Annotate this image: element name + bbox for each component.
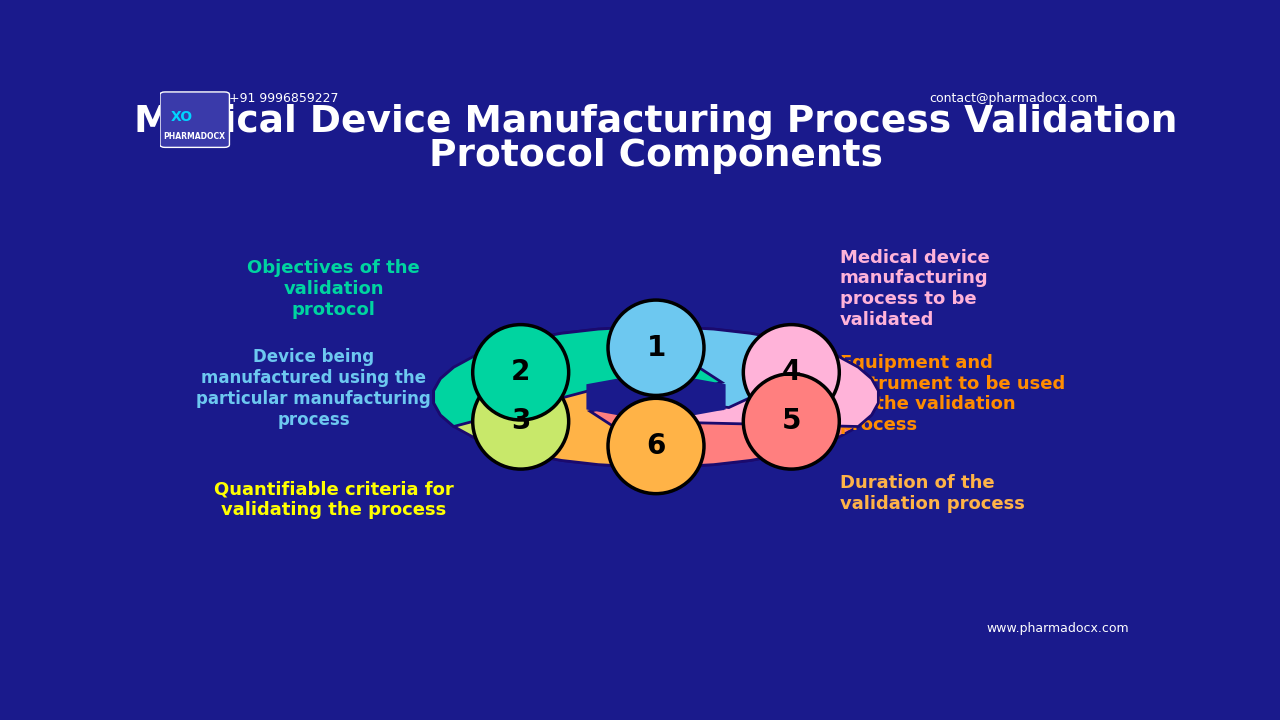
- Polygon shape: [586, 372, 726, 422]
- Text: Medical Device Manufacturing Process Validation: Medical Device Manufacturing Process Val…: [134, 104, 1178, 140]
- FancyBboxPatch shape: [160, 92, 229, 148]
- Text: Protocol Components: Protocol Components: [429, 138, 883, 174]
- Text: XO: XO: [170, 110, 193, 124]
- Text: 1: 1: [646, 334, 666, 361]
- Text: Objectives of the
validation
protocol: Objectives of the validation protocol: [247, 259, 420, 318]
- Ellipse shape: [472, 374, 568, 469]
- Text: +91 9996859227: +91 9996859227: [229, 92, 339, 105]
- Polygon shape: [657, 327, 878, 426]
- Polygon shape: [434, 327, 722, 426]
- Text: www.pharmadocx.com: www.pharmadocx.com: [987, 622, 1129, 635]
- Text: Equipment and
instrument to be used
for the validation
process: Equipment and instrument to be used for …: [840, 354, 1065, 434]
- Text: 4: 4: [782, 359, 801, 387]
- Ellipse shape: [744, 325, 840, 420]
- Ellipse shape: [608, 398, 704, 494]
- Text: Duration of the
validation process: Duration of the validation process: [840, 474, 1024, 513]
- Text: Quantifiable criteria for
validating the process: Quantifiable criteria for validating the…: [214, 480, 453, 519]
- Ellipse shape: [472, 325, 568, 420]
- Ellipse shape: [744, 374, 840, 469]
- Polygon shape: [590, 367, 878, 467]
- Text: PHARMADOCX: PHARMADOCX: [164, 132, 225, 141]
- Text: contact@pharmadocx.com: contact@pharmadocx.com: [929, 92, 1097, 105]
- Polygon shape: [474, 386, 838, 467]
- Text: Device being
manufactured using the
particular manufacturing
process: Device being manufactured using the part…: [196, 348, 431, 428]
- Polygon shape: [434, 367, 657, 467]
- Text: Medical device
manufacturing
process to be
validated: Medical device manufacturing process to …: [840, 248, 989, 329]
- Text: 2: 2: [511, 359, 530, 387]
- Text: 3: 3: [511, 408, 530, 436]
- Text: 6: 6: [646, 432, 666, 460]
- Text: 5: 5: [782, 408, 801, 436]
- Polygon shape: [474, 327, 838, 408]
- Ellipse shape: [608, 300, 704, 395]
